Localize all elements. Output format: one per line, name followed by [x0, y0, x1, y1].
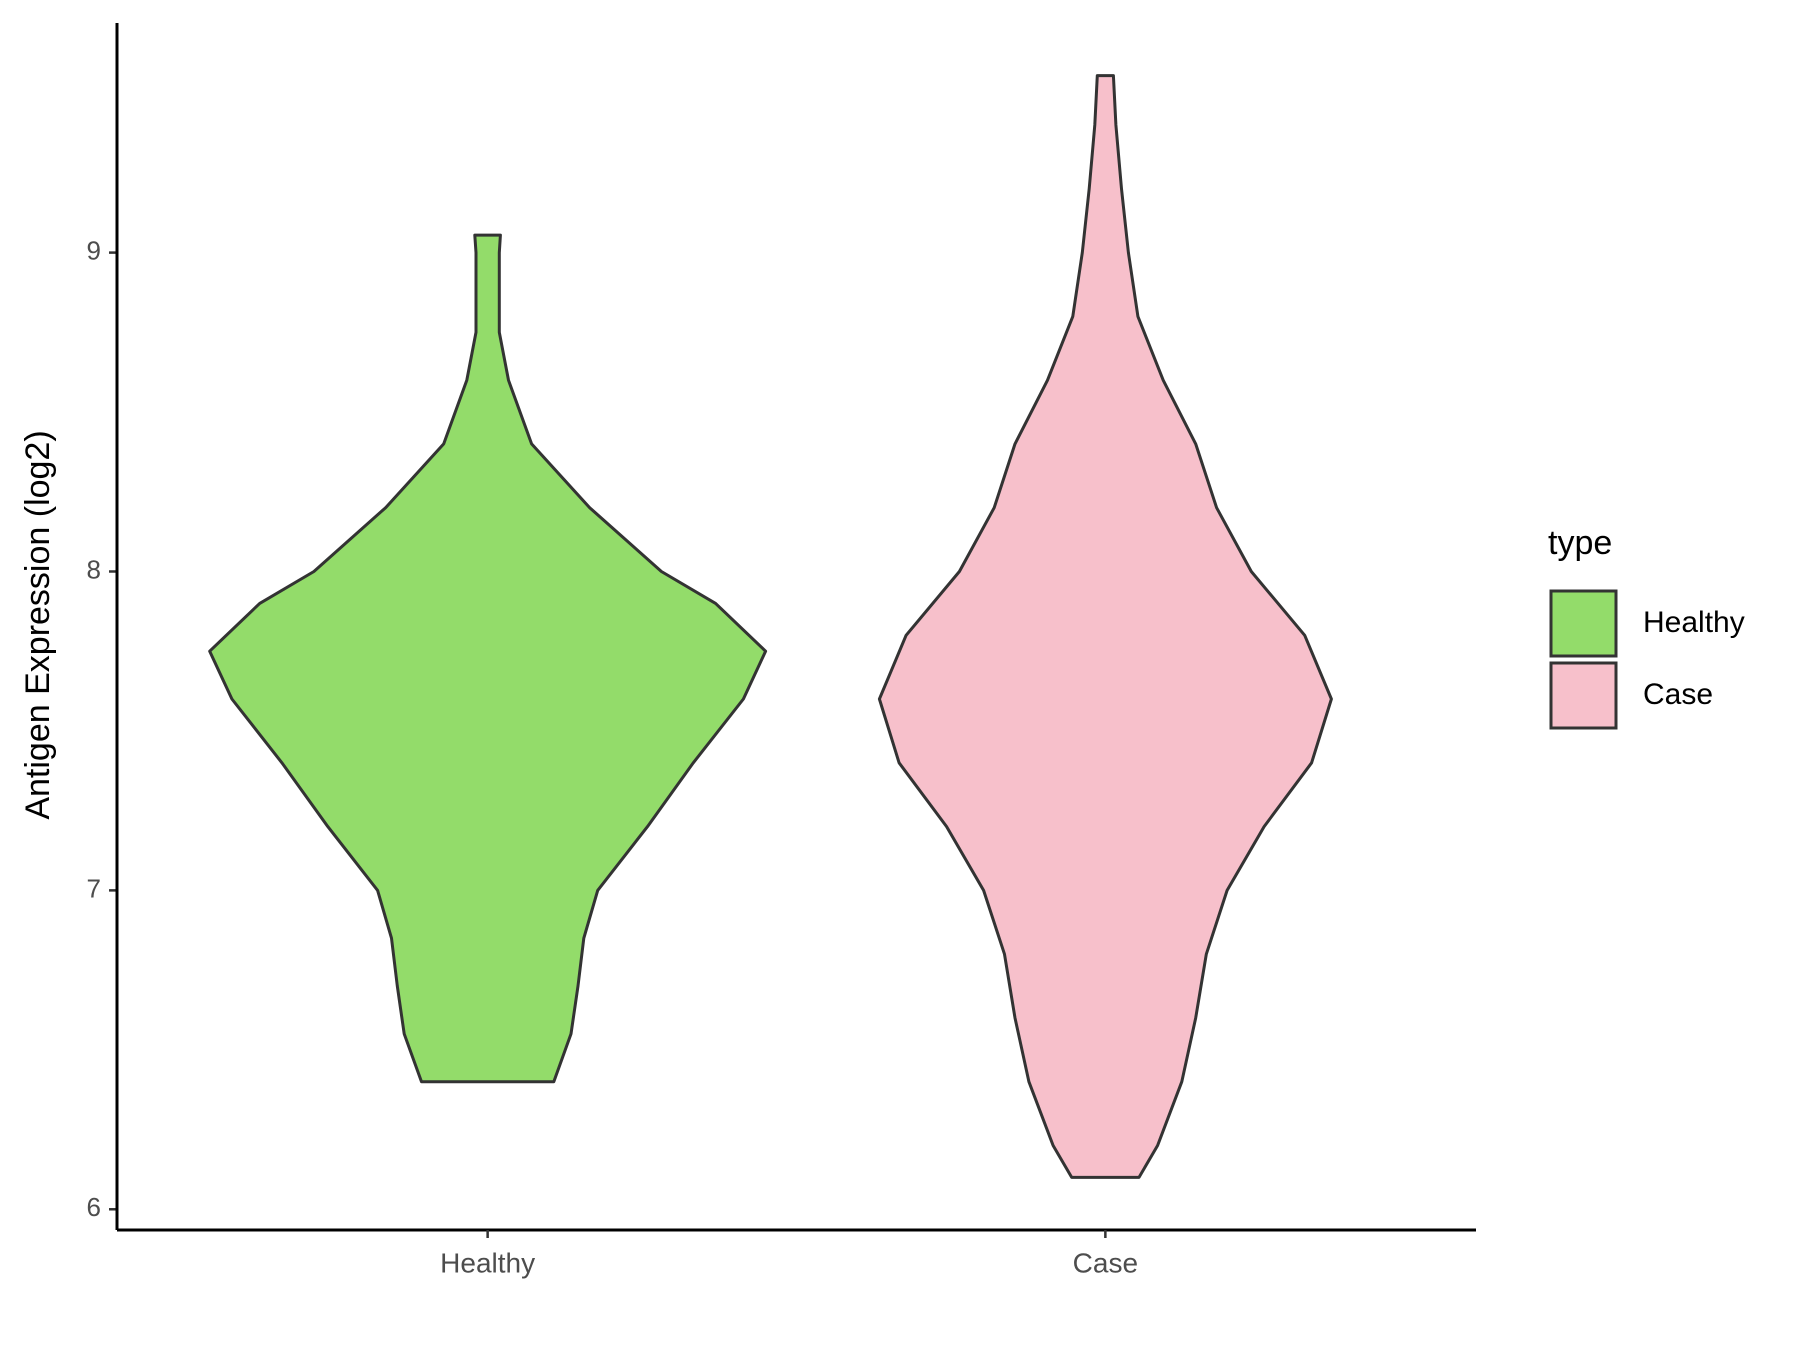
x-tick-label: Healthy [440, 1247, 535, 1278]
y-axis-title: Antigen Expression (log2) [19, 430, 57, 819]
legend-label: Healthy [1643, 606, 1745, 639]
violin [877, 74, 1333, 1179]
violin [208, 233, 768, 1084]
y-tick-label: 8 [87, 554, 101, 584]
x-tick-label: Case [1073, 1247, 1138, 1278]
legend-title: type [1548, 524, 1612, 562]
legend-key [1549, 661, 1618, 730]
y-tick-label: 9 [87, 235, 101, 265]
legend-label: Case [1643, 678, 1713, 711]
y-tick-label: 7 [87, 873, 101, 903]
y-tick-label: 6 [87, 1192, 101, 1222]
legend-key [1549, 589, 1618, 658]
